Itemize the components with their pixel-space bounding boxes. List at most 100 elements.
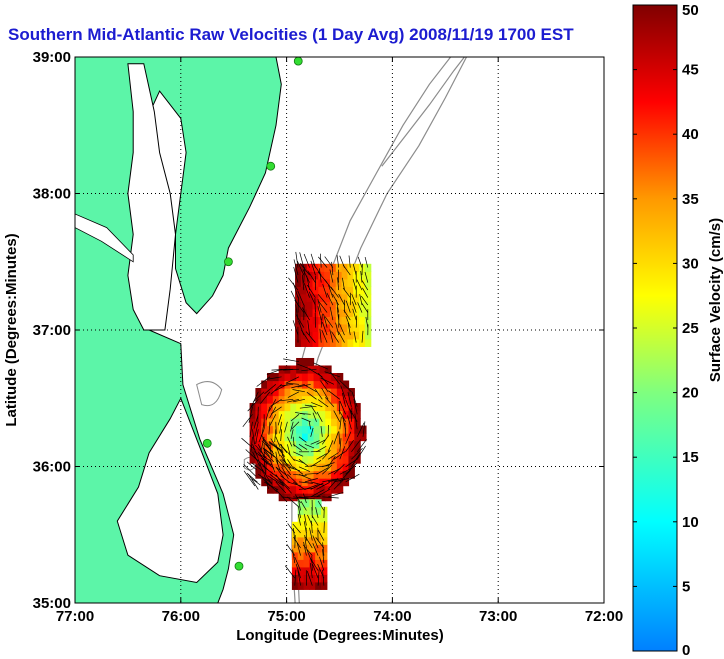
velocity-cell	[354, 425, 361, 434]
velocity-cell	[306, 331, 314, 340]
velocity-cell	[278, 485, 286, 494]
velocity-cell	[313, 433, 320, 442]
velocity-cell	[255, 388, 262, 397]
velocity-cell	[291, 529, 299, 538]
velocity-vector	[251, 462, 263, 472]
velocity-vector	[353, 331, 357, 343]
velocity-cell	[301, 410, 309, 419]
velocity-cell	[331, 403, 338, 412]
x-tick-label: 73:00	[479, 608, 517, 625]
x-axis-ticks: 77:00 76:00 75:00 74:00 73:00 72:00	[56, 57, 623, 625]
velocity-vector	[252, 391, 265, 403]
velocity-cell	[301, 372, 309, 382]
velocity-vector	[255, 444, 267, 458]
velocity-cell	[267, 418, 274, 427]
velocity-cell	[290, 372, 297, 382]
colorbar-tick-label: 20	[682, 385, 699, 402]
velocity-vector	[269, 474, 282, 484]
velocity-vector	[307, 270, 316, 283]
velocity-cell	[324, 301, 331, 310]
velocity-vector	[292, 320, 299, 336]
velocity-cell	[335, 323, 343, 332]
velocity-cell	[307, 485, 315, 494]
colorbar-ticks: 0 5 10 15 20 25 30 35 40 45 50	[633, 2, 699, 659]
velocity-cell	[331, 455, 338, 464]
velocity-cell	[307, 440, 315, 449]
velocity-vector	[281, 466, 289, 479]
velocity-vector	[293, 398, 305, 403]
velocity-cell	[331, 425, 338, 434]
velocity-vector	[331, 261, 334, 276]
velocity-vector	[318, 256, 328, 268]
velocity-cell	[353, 331, 360, 340]
velocity-vector	[277, 414, 282, 426]
velocity-cell	[290, 418, 297, 427]
velocity-cell	[315, 514, 322, 523]
velocity-vector	[351, 293, 357, 306]
velocity-cell	[272, 403, 280, 412]
velocity-vector	[298, 444, 308, 450]
velocity-cell	[325, 463, 332, 472]
velocity-vector	[317, 372, 329, 385]
velocity-vector	[298, 473, 312, 480]
velocity-cell	[319, 485, 326, 494]
colorbar-tick-label: 5	[682, 578, 690, 595]
velocity-vector	[336, 307, 340, 321]
velocity-cell	[290, 380, 297, 389]
velocity-cell	[318, 308, 325, 317]
velocity-cell	[329, 323, 337, 332]
velocity-vector	[338, 293, 345, 306]
velocity-vector	[298, 466, 311, 472]
velocity-vector	[304, 478, 318, 483]
velocity-cell	[329, 308, 337, 317]
velocity-vector	[263, 447, 273, 455]
velocity-cell	[342, 388, 350, 397]
velocity-cell	[348, 395, 355, 404]
velocity-vector	[304, 443, 315, 449]
velocity-cell	[303, 506, 310, 515]
velocity-cell	[347, 338, 354, 347]
velocity-cell	[297, 506, 305, 515]
velocity-vector	[345, 300, 351, 313]
velocity-vector	[339, 446, 346, 460]
velocity-cell	[315, 544, 322, 553]
velocity-cell	[261, 380, 268, 389]
velocity-cell	[329, 263, 337, 272]
velocity-vector	[348, 408, 358, 422]
velocity-cell	[364, 316, 372, 325]
velocity-cell	[341, 338, 349, 347]
velocity-cell	[319, 463, 326, 472]
velocity-cell	[312, 271, 319, 280]
velocity-cell	[324, 331, 331, 340]
velocity-vector	[351, 301, 357, 313]
velocity-vector	[283, 368, 300, 371]
velocity-vector	[316, 488, 331, 498]
colorbar-tick-label: 15	[682, 449, 699, 466]
velocity-cell	[341, 308, 349, 317]
velocity-cell	[296, 395, 303, 404]
velocity-cell	[336, 485, 344, 494]
velocity-cell	[336, 380, 344, 389]
velocity-cell	[313, 440, 320, 449]
velocity-cell	[318, 331, 325, 340]
velocity-cell	[301, 455, 309, 464]
velocity-vector	[281, 459, 292, 468]
radar-stations	[202, 57, 303, 571]
velocity-vector	[326, 292, 334, 306]
velocity-cell	[284, 485, 291, 494]
velocity-vector	[313, 362, 329, 370]
velocity-cell	[315, 506, 322, 515]
velocity-cell	[272, 380, 280, 389]
velocity-vector	[246, 461, 257, 471]
velocity-vector	[323, 313, 328, 328]
velocity-cell	[272, 372, 280, 382]
velocity-cell	[297, 544, 305, 553]
velocity-vector	[306, 570, 313, 586]
velocity-vector	[322, 464, 333, 475]
velocity-cell	[278, 388, 286, 397]
velocity-cell	[312, 286, 319, 295]
velocity-cell	[296, 425, 303, 434]
velocity-vector	[295, 251, 299, 268]
velocity-vector	[250, 436, 253, 452]
